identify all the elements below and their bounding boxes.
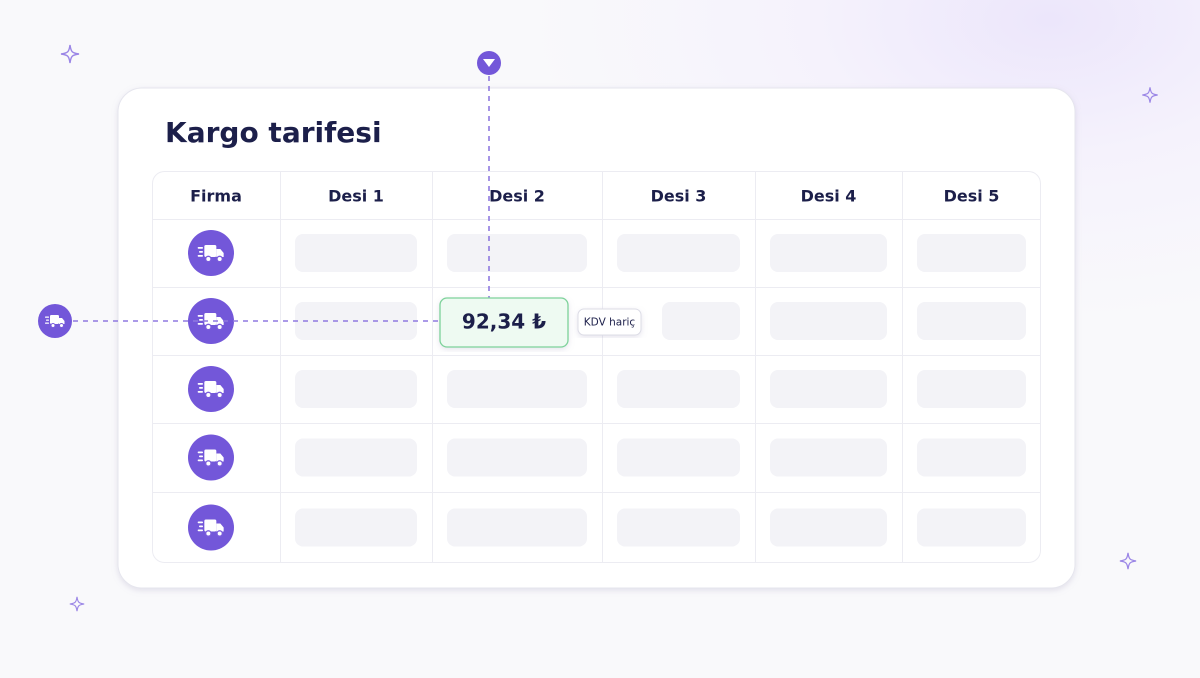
placeholder	[917, 438, 1026, 477]
column-header: Desi 5	[944, 187, 1000, 206]
price: 92,34 ₺	[462, 310, 546, 334]
placeholder	[617, 370, 740, 408]
placeholder	[770, 302, 887, 340]
placeholder	[447, 370, 587, 408]
placeholder	[295, 234, 417, 272]
placeholder	[917, 234, 1026, 272]
placeholder	[447, 234, 587, 272]
column-header: Desi 1	[328, 187, 384, 206]
placeholder	[295, 508, 417, 547]
column-header: Desi 4	[801, 187, 857, 206]
table-frame	[152, 171, 1041, 563]
placeholder	[617, 234, 740, 272]
guide-lines	[73, 76, 490, 322]
badge-text: KDV hariç	[584, 317, 636, 329]
table-header: Firma Desi 1 Desi 2 Desi 3 Desi 4 Desi 5	[190, 187, 999, 206]
card-title: Kargo tarifesi	[165, 116, 382, 149]
placeholder	[917, 508, 1026, 547]
placeholder	[917, 370, 1026, 408]
table-cells	[188, 230, 1026, 551]
placeholder	[917, 302, 1026, 340]
column-marker-arrow	[483, 59, 495, 67]
placeholder	[770, 508, 887, 547]
placeholder	[295, 370, 417, 408]
placeholder	[617, 438, 740, 477]
column-header: Firma	[190, 187, 242, 206]
placeholder	[617, 508, 740, 547]
placeholder	[447, 438, 587, 477]
placeholder	[295, 438, 417, 477]
table-grid	[153, 172, 1040, 562]
placeholder	[447, 508, 587, 547]
placeholder	[662, 302, 740, 340]
price-box[interactable]	[439, 297, 569, 348]
placeholder	[770, 438, 887, 477]
column-header: Desi 2	[489, 187, 545, 206]
column-header: Desi 3	[651, 187, 707, 206]
badge	[577, 308, 642, 336]
placeholder	[770, 234, 887, 272]
placeholder	[770, 370, 887, 408]
